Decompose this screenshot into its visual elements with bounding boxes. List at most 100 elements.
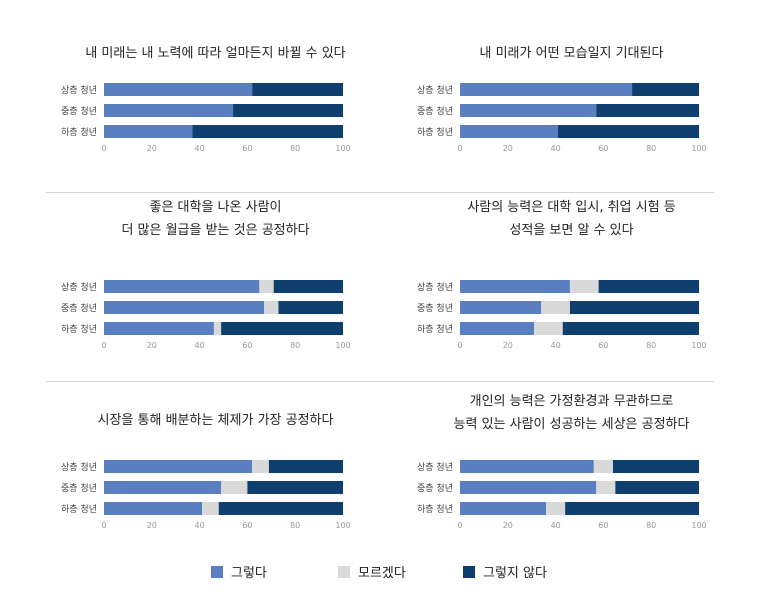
bar-segment xyxy=(104,104,234,117)
tick-label: 100 xyxy=(335,144,350,153)
bar-segment xyxy=(596,481,616,494)
category-label: 하층 청년 xyxy=(61,127,97,138)
tick-label: 80 xyxy=(646,144,656,153)
chart-title: 개인의 능력은 가정환경과 무관하므로 xyxy=(470,394,674,409)
bar-segment xyxy=(104,125,193,138)
category-label: 상층 청년 xyxy=(417,85,453,96)
category-label: 상층 청년 xyxy=(61,462,97,473)
tick-label: 0 xyxy=(101,341,106,350)
category-label: 상층 청년 xyxy=(61,282,97,293)
category-label: 하층 청년 xyxy=(417,324,453,335)
category-label: 하층 청년 xyxy=(417,504,453,515)
tick-label: 40 xyxy=(551,341,561,350)
bar-segment xyxy=(546,502,566,515)
tick-label: 0 xyxy=(457,521,462,530)
bar-segment xyxy=(612,460,699,473)
legend-label: 그렇지 않다 xyxy=(483,566,547,581)
legend-swatch xyxy=(338,565,350,578)
tick-label: 40 xyxy=(551,521,561,530)
tick-label: 80 xyxy=(646,341,656,350)
bar-segment xyxy=(541,301,570,314)
bar-segment xyxy=(557,125,699,138)
chart-title: 시장을 통해 배분하는 체제가 가장 공정하다 xyxy=(98,413,334,428)
bar-segment xyxy=(460,83,633,96)
tick-label: 20 xyxy=(503,521,513,530)
tick-label: 60 xyxy=(242,521,252,530)
chart-title: 좋은 대학을 나온 사람이 xyxy=(150,200,282,215)
bar-segment xyxy=(104,83,253,96)
bar-segment xyxy=(268,460,343,473)
tick-label: 40 xyxy=(551,144,561,153)
chart-title: 내 미래는 내 노력에 따라 얼마든지 바뀔 수 있다 xyxy=(85,46,345,61)
tick-label: 60 xyxy=(598,341,608,350)
category-label: 상층 청년 xyxy=(417,282,453,293)
category-label: 하층 청년 xyxy=(61,324,97,335)
bar-segment xyxy=(259,280,274,293)
bar-segment xyxy=(593,460,613,473)
bar-segment xyxy=(460,125,558,138)
bar-segment xyxy=(247,481,343,494)
legend: 그렇다 모르겠다 그렇지 않다 xyxy=(0,562,764,584)
bar-segment xyxy=(569,280,599,293)
bar-segment xyxy=(252,83,343,96)
bar-segment xyxy=(264,301,279,314)
chart-title: 더 많은 월급을 받는 것은 공정하다 xyxy=(121,223,309,238)
category-label: 중층 청년 xyxy=(61,106,97,117)
bar-segment xyxy=(460,502,547,515)
legend-label: 그렇다 xyxy=(231,566,267,581)
bar-segment xyxy=(104,502,202,515)
tick-label: 20 xyxy=(147,341,157,350)
tick-label: 40 xyxy=(195,144,205,153)
category-label: 중층 청년 xyxy=(61,303,97,314)
legend-item-agree: 그렇다 xyxy=(211,562,267,581)
bar-segment xyxy=(615,481,699,494)
bar-segment xyxy=(278,301,343,314)
chart-title: 사람의 능력은 대학 입시, 취업 시험 등 xyxy=(467,200,675,215)
bar-segment xyxy=(534,322,563,335)
tick-label: 60 xyxy=(598,521,608,530)
bar-segment xyxy=(562,322,699,335)
bar-segment xyxy=(104,460,253,473)
tick-label: 20 xyxy=(147,521,157,530)
tick-label: 80 xyxy=(646,521,656,530)
bar-segment xyxy=(598,280,699,293)
chart-title: 성적을 보면 알 수 있다 xyxy=(509,223,633,238)
tick-label: 0 xyxy=(457,341,462,350)
legend-label: 모르겠다 xyxy=(358,566,406,581)
category-label: 상층 청년 xyxy=(61,85,97,96)
bar-segment xyxy=(192,125,343,138)
tick-label: 0 xyxy=(101,144,106,153)
category-label: 하층 청년 xyxy=(61,504,97,515)
chart-title: 내 미래가 어떤 모습일지 기대된다 xyxy=(480,46,664,61)
tick-label: 20 xyxy=(503,144,513,153)
bar-segment xyxy=(104,280,260,293)
tick-label: 100 xyxy=(335,521,350,530)
bar-segment xyxy=(565,502,699,515)
tick-label: 60 xyxy=(242,144,252,153)
tick-label: 0 xyxy=(101,521,106,530)
category-label: 중층 청년 xyxy=(417,483,453,494)
legend-swatch xyxy=(211,565,223,578)
category-label: 중층 청년 xyxy=(61,483,97,494)
legend-swatch xyxy=(463,565,475,578)
row-divider xyxy=(46,381,714,382)
bar-segment xyxy=(460,460,594,473)
category-label: 하층 청년 xyxy=(417,127,453,138)
bar-segment xyxy=(218,502,343,515)
bar-segment xyxy=(460,104,597,117)
legend-item-unsure: 모르겠다 xyxy=(338,562,406,581)
bar-segment xyxy=(273,280,343,293)
bar-segment xyxy=(460,280,570,293)
tick-label: 20 xyxy=(503,341,513,350)
bar-segment xyxy=(460,301,542,314)
chart-title: 능력 있는 사람이 성공하는 세상은 공정하다 xyxy=(454,417,690,432)
tick-label: 80 xyxy=(290,144,300,153)
tick-label: 80 xyxy=(290,521,300,530)
bar-segment xyxy=(104,481,222,494)
bar-segment xyxy=(201,502,219,515)
